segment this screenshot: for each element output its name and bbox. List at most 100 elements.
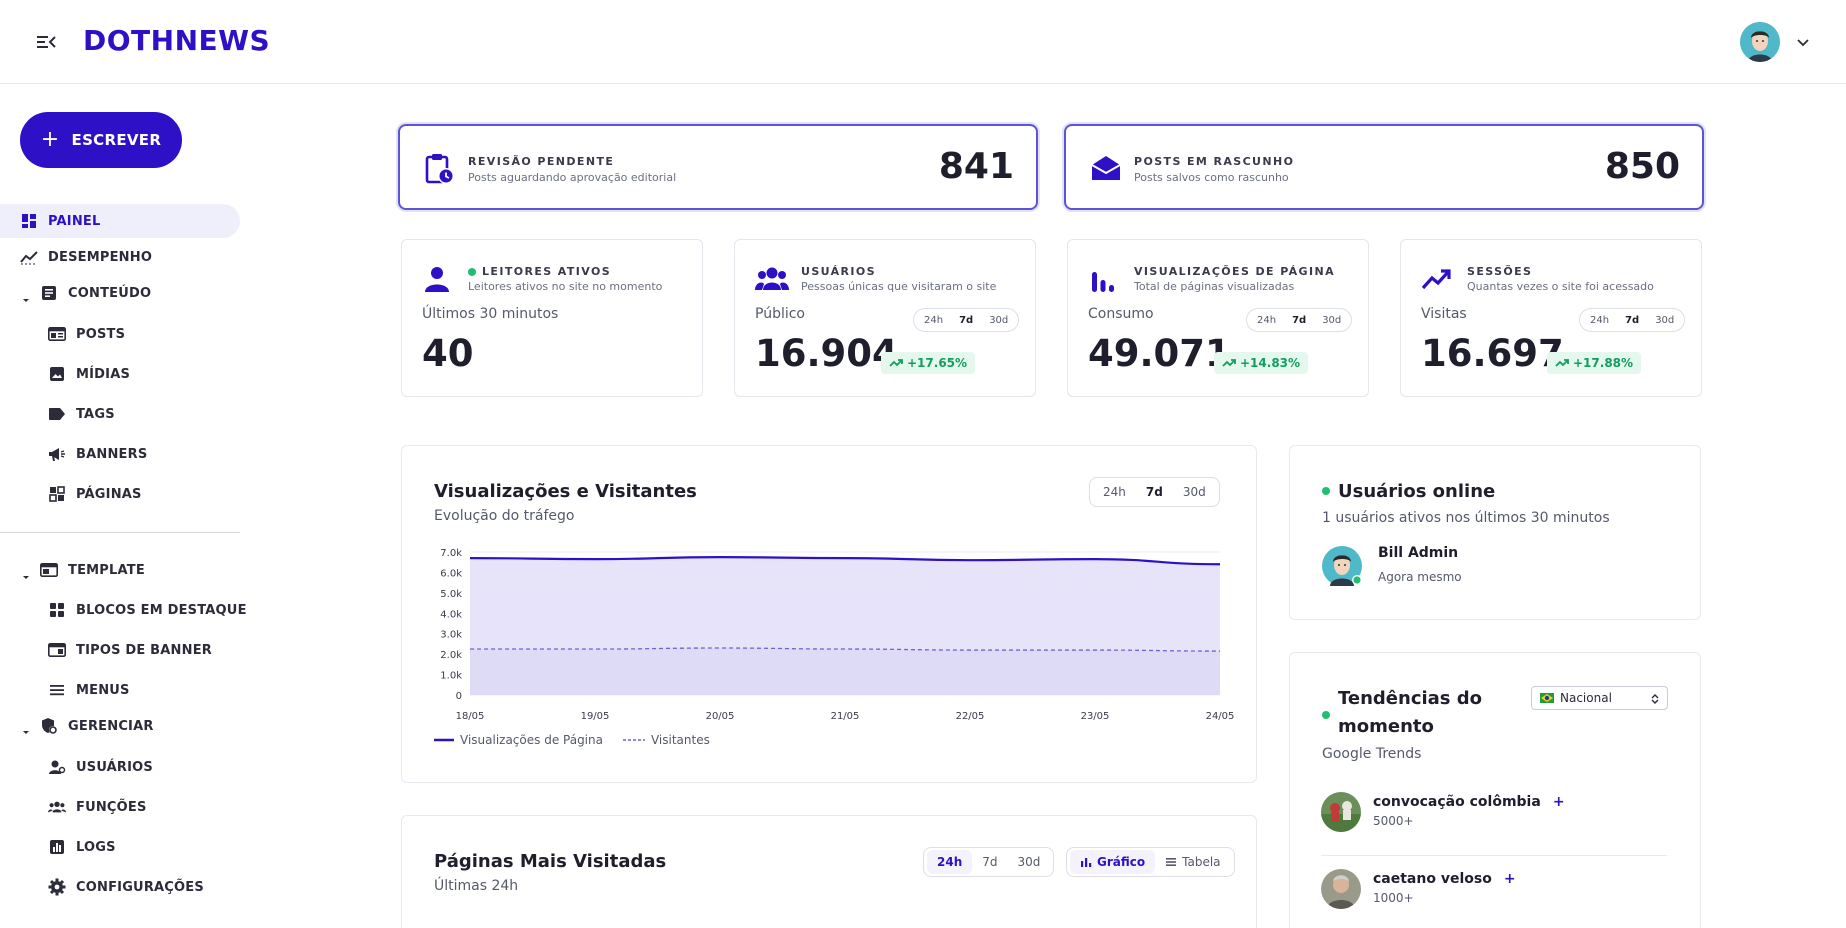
change-badge: +17.65% [881, 352, 976, 374]
traffic-panel-subtitle: Evolução do tráfego [434, 508, 575, 524]
sidebar-item-banners[interactable]: BANNERS [48, 437, 147, 471]
card-value: 16.697 [1421, 332, 1564, 375]
x-tick-label: 21/05 [831, 711, 860, 722]
change-value: +17.88% [1573, 356, 1634, 370]
view-chart-button[interactable]: Gráfico [1070, 850, 1156, 874]
online-dot-icon [1322, 487, 1330, 495]
list-icon [1166, 858, 1177, 866]
card-subtitle: Quantas vezes o site foi acessado [1467, 280, 1654, 293]
sidebar-item-desempenho[interactable]: DESEMPENHO [20, 240, 152, 274]
pending-review-card[interactable]: REVISÃO PENDENTE Posts aguardando aprova… [398, 124, 1038, 210]
card-label: Consumo [1088, 306, 1154, 322]
bar-chart-icon [1081, 858, 1092, 867]
online-panel-title: Usuários online [1338, 481, 1496, 502]
x-tick-label: 18/05 [456, 711, 485, 722]
add-trend-button[interactable]: + [1503, 871, 1516, 887]
trend-name: convocação colômbia + [1373, 794, 1565, 810]
online-user-avatar[interactable] [1322, 546, 1362, 586]
sidebar-item-menus[interactable]: MENUS [48, 673, 130, 707]
range-toggle: 24h 7d 30d [1579, 308, 1686, 332]
range-7d[interactable]: 7d [1292, 314, 1307, 326]
card-title: LEITORES ATIVOS [468, 265, 611, 278]
card-subtitle: Pessoas únicas que visitaram o site [801, 280, 997, 293]
sidebar-item-label: POSTS [76, 326, 126, 342]
sidebar-item-paginas[interactable]: PÁGINAS [48, 477, 142, 511]
legend-label-pageviews: Visualizações de Página [460, 733, 603, 747]
card-value: 40 [422, 332, 474, 375]
sidebar-item-midias[interactable]: MÍDIAS [48, 357, 130, 391]
sidebar-item-funcoes[interactable]: FUNÇÕES [48, 790, 147, 824]
sidebar-divider [0, 532, 240, 533]
sidebar-item-posts[interactable]: POSTS [48, 317, 125, 351]
user-avatar[interactable] [1740, 22, 1780, 62]
chart-legend: Visualizações de Página Visitantes [434, 733, 710, 747]
menu-collapse-icon[interactable] [36, 32, 58, 52]
article-icon [40, 284, 58, 302]
posts-icon [48, 325, 66, 343]
view-table-label: Tabela [1182, 855, 1221, 869]
sidebar-item-template[interactable]: TEMPLATE [40, 553, 145, 587]
range-7d[interactable]: 7d [1625, 314, 1640, 326]
sidebar-item-configuracoes[interactable]: CONFIGURAÇÕES [48, 870, 204, 904]
view-table-button[interactable]: Tabela [1155, 850, 1230, 874]
sidebar-item-usuarios[interactable]: USUÁRIOS [48, 750, 153, 784]
card-subtitle: Posts aguardando aprovação editorial [468, 171, 677, 184]
add-trend-button[interactable]: + [1552, 794, 1565, 810]
range-30d[interactable]: 30d [1655, 314, 1675, 326]
sidebar-item-gerenciar[interactable]: GERENCIAR [40, 709, 154, 743]
sessions-card: SESSÕES Quantas vezes o site foi acessad… [1400, 239, 1702, 397]
sidebar-item-painel[interactable]: PAINEL [0, 204, 240, 238]
view-toggle: Gráfico Tabela [1066, 847, 1235, 877]
range-24h[interactable]: 24h [927, 850, 973, 874]
change-value: +17.65% [907, 356, 968, 370]
trend-icon [20, 248, 38, 266]
banner-type-icon [48, 641, 66, 659]
sidebar-item-label: TIPOS DE BANNER [76, 642, 212, 658]
range-30d[interactable]: 30d [1017, 855, 1041, 869]
range-30d[interactable]: 30d [1322, 314, 1342, 326]
sidebar-item-blocos-em-destaque[interactable]: BLOCOS EM DESTAQUE [48, 593, 247, 627]
area-visitors [470, 648, 1220, 695]
sidebar-item-label: CONFIGURAÇÕES [76, 879, 204, 895]
trend-item[interactable]: convocação colômbia + 5000+ [1321, 784, 1667, 856]
x-tick-label: 19/05 [581, 711, 610, 722]
range-7d[interactable]: 7d [1145, 485, 1163, 499]
trends-subtitle: Google Trends [1322, 746, 1422, 762]
card-title: REVISÃO PENDENTE [468, 155, 615, 168]
chevron-down-icon[interactable] [1795, 34, 1811, 50]
range-24h[interactable]: 24h [1590, 314, 1610, 326]
caret-down-icon[interactable] [21, 290, 31, 302]
card-title: VISUALIZAÇÕES DE PÁGINA [1134, 265, 1335, 278]
card-value: 49.071 [1088, 332, 1231, 375]
settings-icon [48, 878, 66, 896]
caret-down-icon[interactable] [21, 722, 31, 734]
caret-down-icon[interactable] [21, 567, 31, 579]
range-24h[interactable]: 24h [924, 314, 944, 326]
sidebar-item-label: LOGS [76, 839, 116, 855]
traffic-chart: 0 1.0k 2.0k 3.0k 4.0k 5.0k 6.0k 7.0k 18/05 19/05 2… [440, 548, 1235, 722]
change-badge: +17.88% [1547, 352, 1642, 374]
trend-item[interactable]: caetano veloso + 1000+ [1321, 861, 1667, 928]
top-pages-range-toggle: 24h 7d 30d [923, 847, 1055, 877]
range-24h[interactable]: 24h [1103, 485, 1126, 499]
active-readers-card: LEITORES ATIVOS Leitores ativos no site … [401, 239, 703, 397]
draft-posts-card[interactable]: POSTS EM RASCUNHO Posts salvos como rasc… [1064, 124, 1704, 210]
write-button-label: ESCREVER [71, 131, 162, 149]
sidebar-item-tipos-de-banner[interactable]: TIPOS DE BANNER [48, 633, 212, 667]
region-select[interactable]: Nacional [1531, 686, 1668, 710]
range-30d[interactable]: 30d [989, 314, 1009, 326]
range-7d[interactable]: 7d [959, 314, 974, 326]
sidebar-item-conteudo[interactable]: CONTEÚDO [40, 276, 151, 310]
range-toggle: 24h 7d 30d [1246, 308, 1353, 332]
write-button[interactable]: + ESCREVER [20, 112, 182, 168]
sidebar-item-label: USUÁRIOS [76, 759, 153, 775]
range-7d[interactable]: 7d [982, 855, 998, 869]
sidebar-item-tags[interactable]: TAGS [48, 397, 115, 431]
sidebar-item-logs[interactable]: LOGS [48, 830, 116, 864]
logo[interactable]: DOTHNEWS [83, 24, 271, 57]
x-tick-label: 20/05 [706, 711, 735, 722]
trends-title-line2: momento [1338, 716, 1434, 737]
x-tick-label: 24/05 [1206, 711, 1235, 722]
range-24h[interactable]: 24h [1257, 314, 1277, 326]
range-30d[interactable]: 30d [1182, 485, 1206, 499]
